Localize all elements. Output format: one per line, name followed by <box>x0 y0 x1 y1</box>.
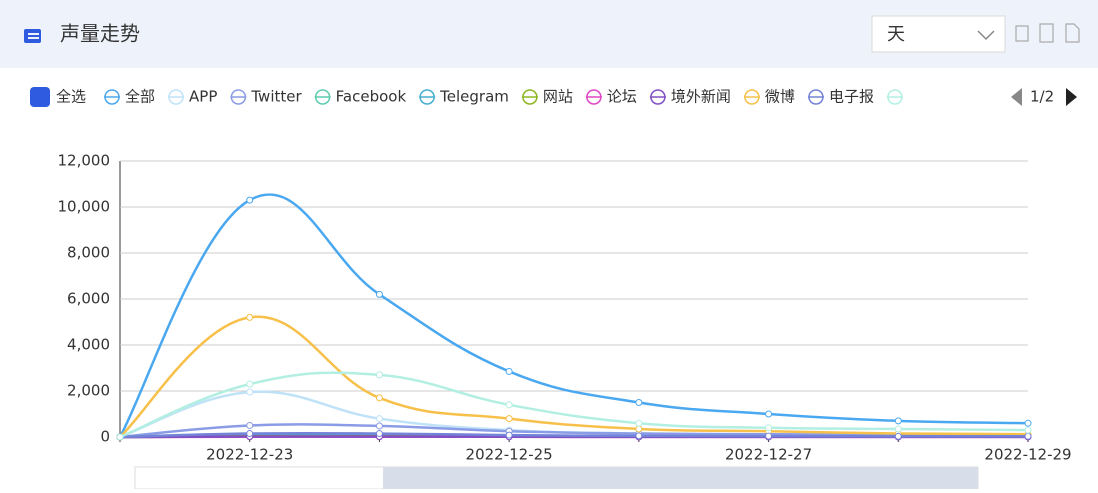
data-point <box>506 368 512 374</box>
data-point <box>766 425 772 431</box>
y-tick-label: 6,000 <box>67 290 110 308</box>
data-point <box>636 426 642 432</box>
data-point <box>636 433 642 439</box>
legend-label[interactable]: 全部 <box>125 88 155 106</box>
data-point <box>376 416 382 422</box>
legend-label[interactable]: 境外新闻 <box>671 88 731 106</box>
zoom-window[interactable] <box>383 467 978 489</box>
data-point <box>247 423 253 429</box>
y-tick-label: 10,000 <box>58 198 111 216</box>
header-title: 声量走势 <box>60 22 140 46</box>
legend-label[interactable]: 电子报 <box>829 88 874 106</box>
select-all-box[interactable] <box>30 87 50 107</box>
period-value: 天 <box>887 24 905 45</box>
data-point <box>376 431 382 437</box>
y-tick-label: 2,000 <box>67 382 110 400</box>
data-point <box>895 426 901 432</box>
legend-label[interactable]: 论坛 <box>607 88 637 106</box>
data-point <box>766 411 772 417</box>
data-point <box>247 431 253 437</box>
data-point <box>1025 427 1031 433</box>
data-point <box>247 381 253 387</box>
legend-label[interactable]: 网站 <box>543 88 573 106</box>
y-tick-label: 8,000 <box>67 244 110 262</box>
data-point <box>247 314 253 320</box>
x-tick-label: 2022-12-23 <box>206 446 293 464</box>
data-point <box>247 197 253 203</box>
x-tick-label: 2022-12-27 <box>725 446 812 464</box>
data-point <box>766 433 772 439</box>
legend-label[interactable]: APP <box>189 88 217 106</box>
data-point <box>506 416 512 422</box>
legend-label[interactable]: Twitter <box>250 88 302 106</box>
legend-prev[interactable] <box>1011 88 1022 106</box>
legend-next[interactable] <box>1066 88 1077 106</box>
data-point <box>506 402 512 408</box>
x-tick-label: 2022-12-25 <box>466 446 553 464</box>
y-tick-label: 4,000 <box>67 336 110 354</box>
data-point <box>1025 420 1031 426</box>
data-point <box>636 420 642 426</box>
y-tick-label: 12,000 <box>58 152 111 170</box>
series-line <box>120 373 1028 437</box>
header-icon <box>24 29 41 43</box>
data-point <box>506 432 512 438</box>
legend-label[interactable]: 微博 <box>765 88 795 106</box>
data-point <box>247 389 253 395</box>
legend-label[interactable]: Telegram <box>439 88 509 106</box>
select-all-label[interactable]: 全选 <box>56 88 86 106</box>
y-tick-label: 0 <box>100 428 110 446</box>
data-point <box>1025 433 1031 439</box>
series-line <box>120 392 1028 437</box>
data-point <box>636 400 642 406</box>
legend-label[interactable]: Facebook <box>336 88 407 106</box>
data-point <box>376 291 382 297</box>
data-point <box>117 434 123 440</box>
x-tick-label: 2022-12-29 <box>984 446 1071 464</box>
legend-pager: 1/2 <box>1030 88 1054 106</box>
data-point <box>895 433 901 439</box>
data-point <box>376 372 382 378</box>
series-line <box>120 317 1028 437</box>
data-point <box>376 395 382 401</box>
data-point <box>895 418 901 424</box>
data-point <box>376 423 382 429</box>
